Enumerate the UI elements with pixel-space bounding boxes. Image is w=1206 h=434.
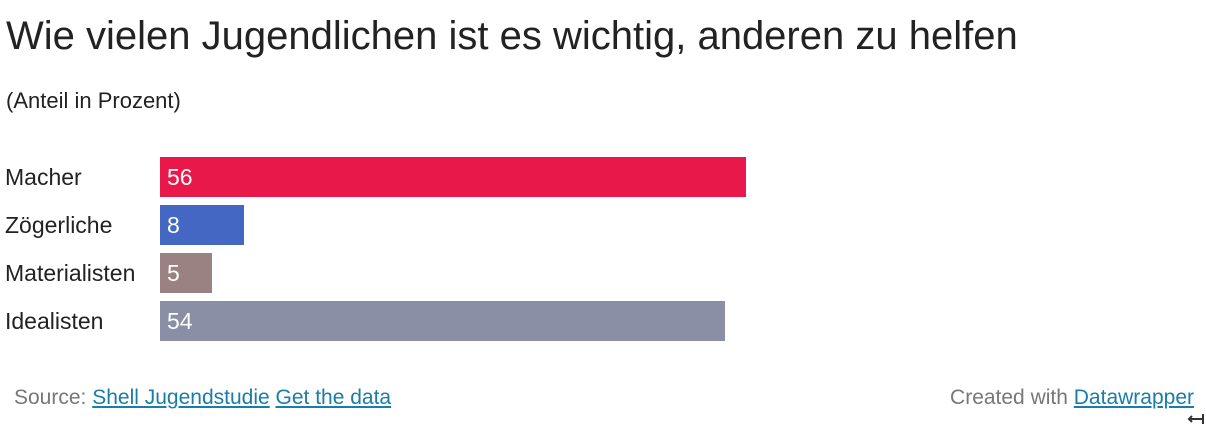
source-link[interactable]: Shell Jugendstudie [92, 386, 270, 409]
bar-value-z-gerliche: 8 [167, 212, 180, 238]
created-with-prefix: Created with [950, 386, 1068, 409]
footer-source: Source: Shell Jugendstudie Get the data [14, 384, 391, 412]
category-label-z-gerliche: Zögerliche [5, 212, 113, 238]
category-label-idealisten: Idealisten [5, 308, 104, 334]
bar-chart: Macher 56 Zögerliche 8 Materialisten 5 Idealis… [0, 150, 1206, 350]
datawrapper-link[interactable]: Datawrapper [1073, 386, 1194, 409]
get-data-link[interactable]: Get the data [275, 386, 392, 409]
bar-value-idealisten: 54 [167, 308, 193, 334]
bar-macher [160, 157, 746, 197]
resize-cursor-icon [1187, 414, 1204, 424]
bar-idealisten [160, 301, 725, 341]
bar-z-gerliche [160, 205, 244, 245]
chart-title: Wie vielen Jugendlichen ist es wichtig, … [6, 14, 1018, 58]
category-label-materialisten: Materialisten [5, 260, 136, 286]
bar-value-macher: 56 [167, 164, 193, 190]
source-prefix: Source: [14, 386, 87, 409]
category-label-macher: Macher [5, 164, 82, 190]
chart-subtitle: (Anteil in Prozent) [6, 88, 181, 113]
bar-value-materialisten: 5 [167, 260, 180, 286]
footer-credit: Created with Datawrapper [950, 384, 1194, 412]
bar-materialisten [160, 253, 213, 293]
